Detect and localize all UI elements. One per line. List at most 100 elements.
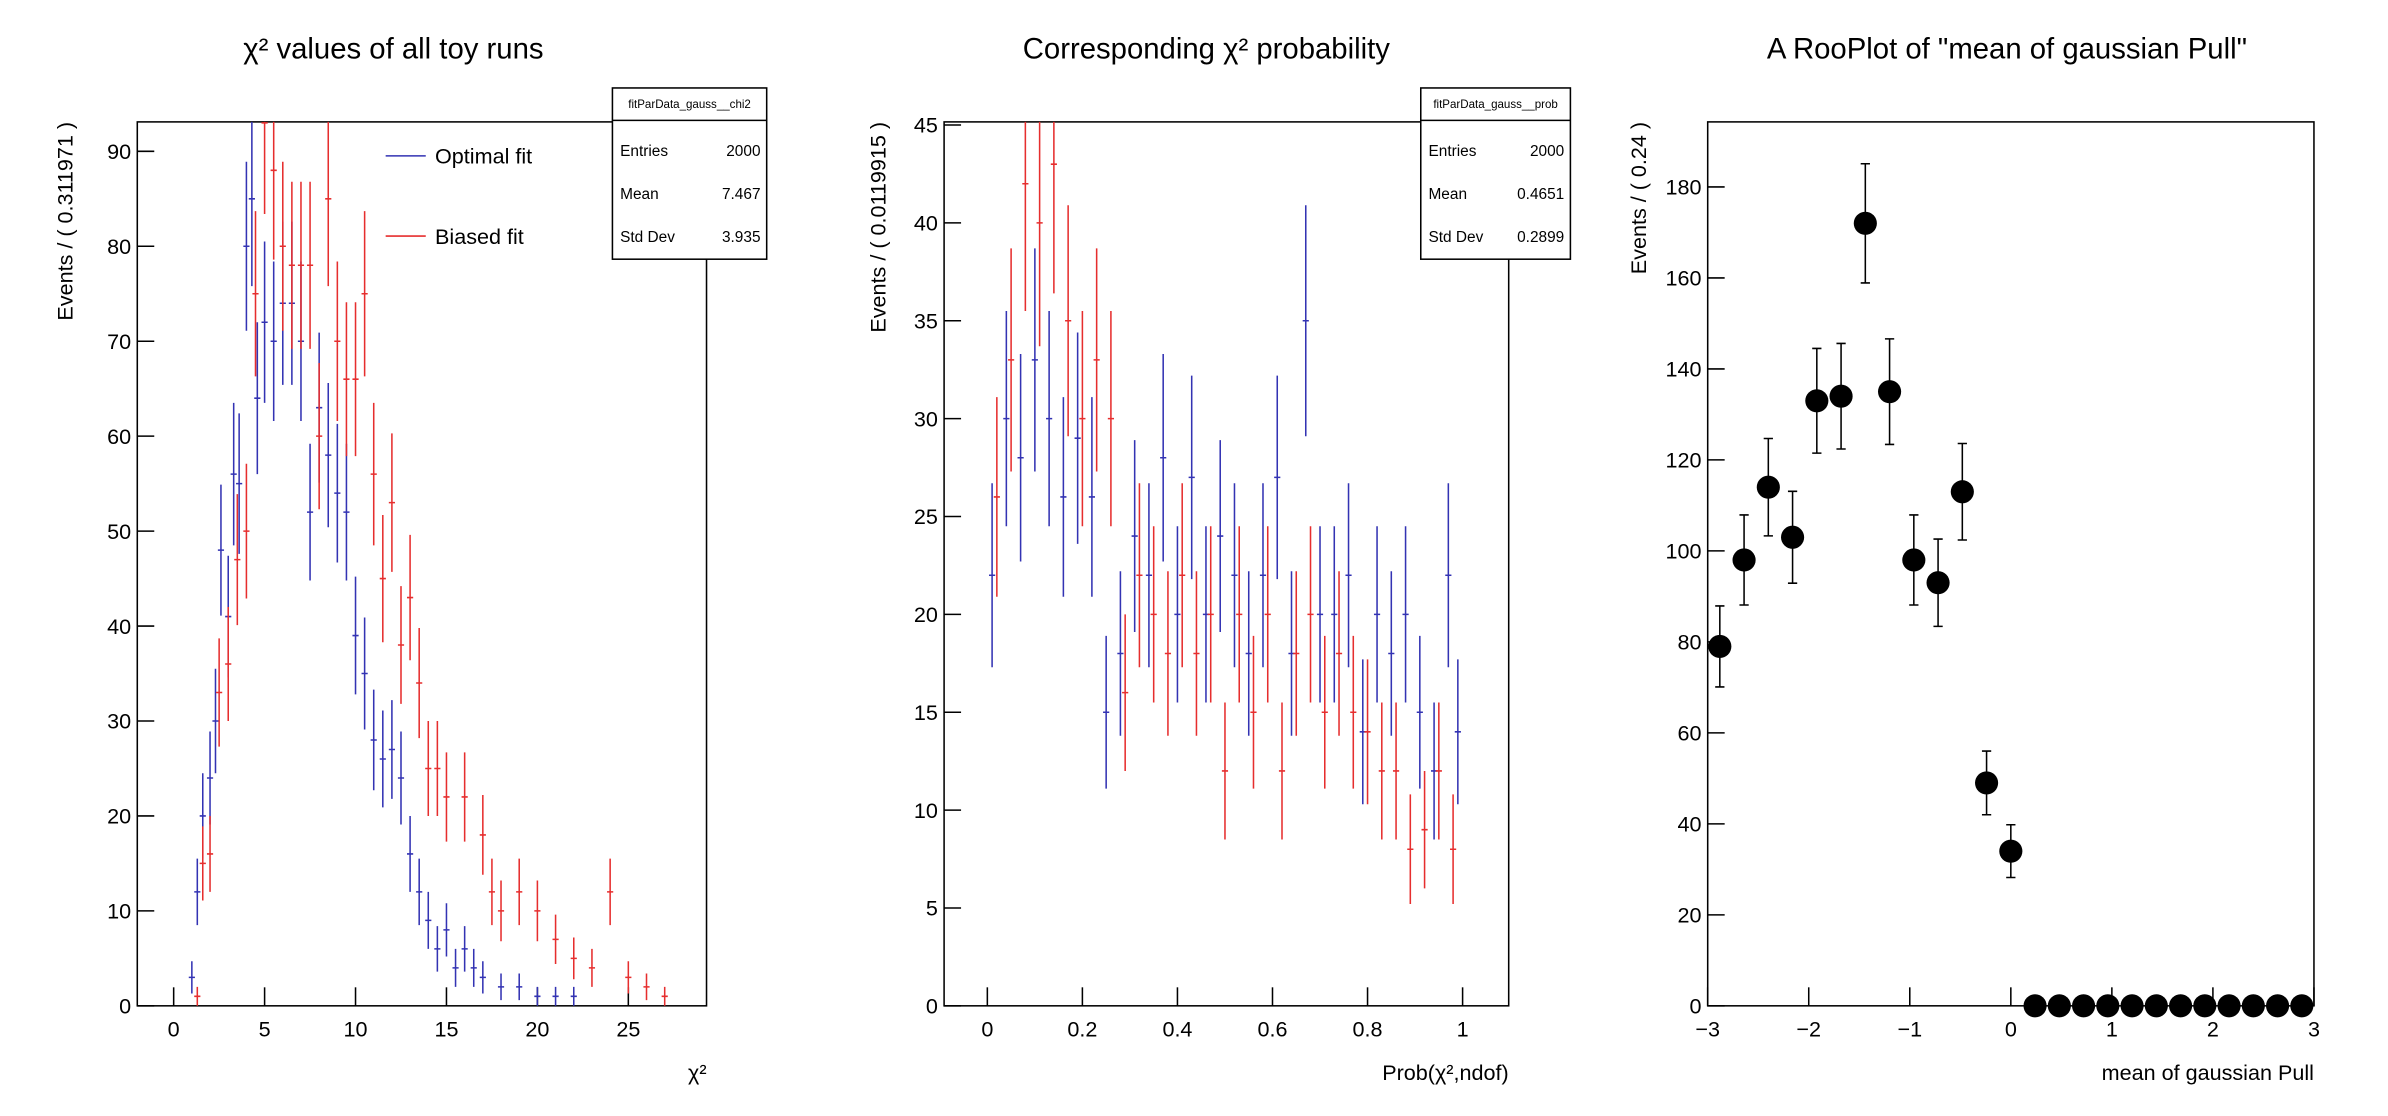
error-bar (288, 181, 295, 349)
stats-key: Std Dev (1428, 229, 1483, 246)
x-tick-label: 0 (981, 1017, 993, 1042)
error-bar (206, 815, 214, 892)
y-tick-label: 25 (914, 504, 938, 529)
error-bar (452, 948, 459, 987)
error-bar (497, 973, 505, 1001)
y-axis-title: Events / ( 0.24 ) (1626, 122, 1651, 274)
error-bar (325, 382, 332, 528)
error-bar (534, 986, 541, 1006)
error-bar (1373, 526, 1381, 703)
error-bar (1435, 702, 1442, 840)
error-bar (1278, 702, 1286, 840)
error-bar (1236, 526, 1243, 703)
stats-key: Std Dev (620, 229, 675, 246)
error-bar (1321, 635, 1328, 789)
error-bar (206, 731, 214, 825)
data-point (2096, 994, 2120, 1018)
error-bar (352, 302, 359, 457)
data-point (2266, 994, 2290, 1018)
error-bar (1221, 702, 1229, 840)
error-bar (625, 961, 632, 994)
data-point (1950, 480, 1974, 504)
error-bar (1065, 205, 1072, 437)
error-bar (212, 668, 219, 774)
error-bar (316, 363, 323, 510)
error-bar (1250, 635, 1257, 789)
data-point (2169, 994, 2193, 1018)
error-bar (607, 858, 614, 926)
error-bar (1122, 614, 1129, 771)
error-bar (1392, 702, 1400, 840)
error-bar (1450, 794, 1457, 905)
stats-title: fitParData_gauss__prob (1433, 99, 1558, 111)
error-bar (479, 795, 486, 875)
y-tick-label: 10 (107, 899, 131, 924)
error-bar (352, 576, 359, 695)
error-bar (325, 121, 332, 287)
error-bar (1050, 121, 1057, 294)
error-bar (461, 926, 468, 972)
y-tick-label: 15 (914, 700, 938, 725)
error-bar (1274, 375, 1281, 580)
error-bar (243, 463, 250, 599)
data-point (1756, 475, 1780, 499)
data-point (2290, 994, 2314, 1018)
error-bar (1074, 332, 1081, 544)
error-bar (1107, 310, 1114, 527)
error-bar (1259, 483, 1267, 668)
data-point (2120, 994, 2144, 1018)
y-tick-label: 80 (1678, 630, 1702, 655)
error-bar (270, 261, 277, 421)
error-bar (1136, 483, 1143, 668)
y-tick-label: 0 (1690, 994, 1702, 1019)
x-tick-label: 0.6 (1257, 1017, 1287, 1042)
error-bar (361, 617, 368, 730)
plot-marks (188, 121, 668, 1006)
x-axis-title: mean of gaussian Pull (2102, 1060, 2314, 1085)
plot-frame (943, 121, 1510, 1007)
y-axis-title: Events / ( 0.0119915 ) (865, 122, 890, 333)
error-bar (370, 402, 377, 546)
y-tick-label: 20 (914, 602, 938, 627)
error-bar (1145, 483, 1153, 668)
error-bar (989, 483, 996, 668)
data-point (2144, 994, 2168, 1018)
error-bar (1217, 440, 1224, 632)
y-tick-label: 180 (1666, 175, 1702, 200)
error-bar (334, 261, 341, 421)
error-bar (516, 858, 523, 926)
y-tick-label: 80 (107, 234, 131, 259)
error-bar (236, 413, 243, 554)
x-tick-label: −2 (1796, 1017, 1821, 1042)
y-tick-label: 30 (107, 709, 131, 734)
plot-frame (136, 121, 708, 1007)
error-bar (1174, 526, 1181, 703)
x-tick-label: 0 (2005, 1017, 2017, 1042)
error-bar (1445, 483, 1452, 668)
legend-label: Optimal fit (435, 144, 532, 169)
data-point (1732, 548, 1756, 572)
chart-title: χ² values of all toy runs (243, 33, 543, 66)
error-bar (993, 397, 1000, 597)
error-bar (297, 181, 305, 349)
error-bar (1036, 121, 1043, 347)
data-point (1878, 380, 1902, 404)
error-bar (570, 986, 577, 1006)
error-bar (1193, 571, 1200, 736)
error-bar (1088, 397, 1095, 597)
y-tick-label: 35 (914, 308, 938, 333)
error-bar (1335, 571, 1343, 736)
error-bar (1060, 397, 1067, 597)
x-tick-label: 3 (2308, 1017, 2320, 1042)
stats-key: Mean (620, 186, 659, 203)
error-bar (1003, 310, 1010, 527)
error-bar (1008, 248, 1015, 472)
x-tick-label: 5 (259, 1017, 271, 1042)
error-bar (306, 443, 314, 581)
error-bar (1022, 121, 1029, 311)
error-bar (661, 986, 668, 1006)
error-bar (479, 961, 486, 994)
error-bar (397, 586, 405, 704)
error-bar (1103, 635, 1110, 789)
error-bar (1017, 354, 1024, 562)
